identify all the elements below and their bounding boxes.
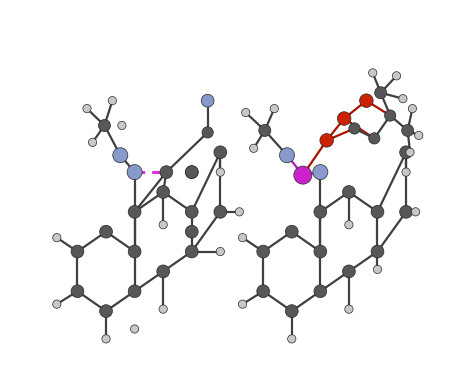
- Circle shape: [185, 166, 198, 179]
- Circle shape: [157, 186, 170, 198]
- Circle shape: [185, 245, 198, 258]
- Circle shape: [185, 205, 198, 218]
- Circle shape: [238, 300, 246, 308]
- Circle shape: [160, 166, 173, 179]
- Circle shape: [401, 124, 414, 136]
- Circle shape: [102, 335, 110, 343]
- Circle shape: [369, 69, 377, 77]
- Circle shape: [402, 168, 410, 176]
- Circle shape: [249, 144, 258, 152]
- Circle shape: [100, 305, 112, 318]
- Circle shape: [202, 127, 213, 138]
- Circle shape: [99, 119, 110, 132]
- Circle shape: [294, 166, 312, 184]
- Circle shape: [392, 72, 401, 80]
- Circle shape: [157, 265, 170, 278]
- Circle shape: [280, 148, 294, 163]
- Circle shape: [415, 131, 423, 139]
- Circle shape: [345, 221, 353, 229]
- Circle shape: [130, 325, 139, 333]
- Circle shape: [314, 285, 327, 298]
- Circle shape: [257, 285, 270, 298]
- Circle shape: [314, 245, 327, 258]
- Circle shape: [371, 245, 384, 258]
- Circle shape: [242, 108, 250, 117]
- Circle shape: [374, 265, 382, 274]
- Circle shape: [259, 124, 271, 136]
- Circle shape: [343, 265, 356, 278]
- Circle shape: [399, 94, 407, 103]
- Circle shape: [216, 168, 225, 176]
- Circle shape: [71, 245, 84, 258]
- Circle shape: [159, 305, 167, 313]
- Circle shape: [288, 335, 296, 343]
- Circle shape: [400, 205, 412, 218]
- Circle shape: [185, 225, 198, 238]
- Circle shape: [238, 233, 246, 242]
- Circle shape: [89, 138, 97, 147]
- Circle shape: [285, 305, 298, 318]
- Circle shape: [349, 123, 360, 134]
- Circle shape: [320, 133, 334, 147]
- Circle shape: [270, 105, 278, 113]
- Circle shape: [345, 305, 353, 313]
- Circle shape: [384, 110, 396, 121]
- Circle shape: [343, 186, 356, 198]
- Circle shape: [128, 245, 141, 258]
- Circle shape: [83, 105, 91, 113]
- Circle shape: [159, 221, 167, 229]
- Circle shape: [108, 97, 117, 105]
- Circle shape: [285, 225, 298, 238]
- Circle shape: [100, 225, 112, 238]
- Circle shape: [400, 146, 412, 159]
- Circle shape: [216, 247, 225, 256]
- Circle shape: [374, 87, 387, 99]
- Circle shape: [214, 205, 227, 218]
- Circle shape: [360, 94, 373, 107]
- Circle shape: [313, 164, 328, 180]
- Circle shape: [408, 105, 417, 113]
- Circle shape: [371, 205, 384, 218]
- Circle shape: [214, 146, 227, 159]
- Circle shape: [314, 205, 327, 218]
- Circle shape: [71, 285, 84, 298]
- Circle shape: [201, 94, 214, 107]
- Circle shape: [53, 233, 61, 242]
- Circle shape: [411, 208, 419, 216]
- Circle shape: [113, 148, 128, 163]
- Circle shape: [235, 208, 244, 216]
- Circle shape: [185, 166, 198, 179]
- Circle shape: [118, 121, 126, 130]
- Circle shape: [369, 133, 380, 144]
- Circle shape: [337, 112, 351, 125]
- Circle shape: [257, 245, 270, 258]
- Circle shape: [128, 285, 141, 298]
- Circle shape: [127, 164, 142, 180]
- Circle shape: [406, 148, 414, 157]
- Circle shape: [128, 205, 141, 218]
- Circle shape: [53, 300, 61, 308]
